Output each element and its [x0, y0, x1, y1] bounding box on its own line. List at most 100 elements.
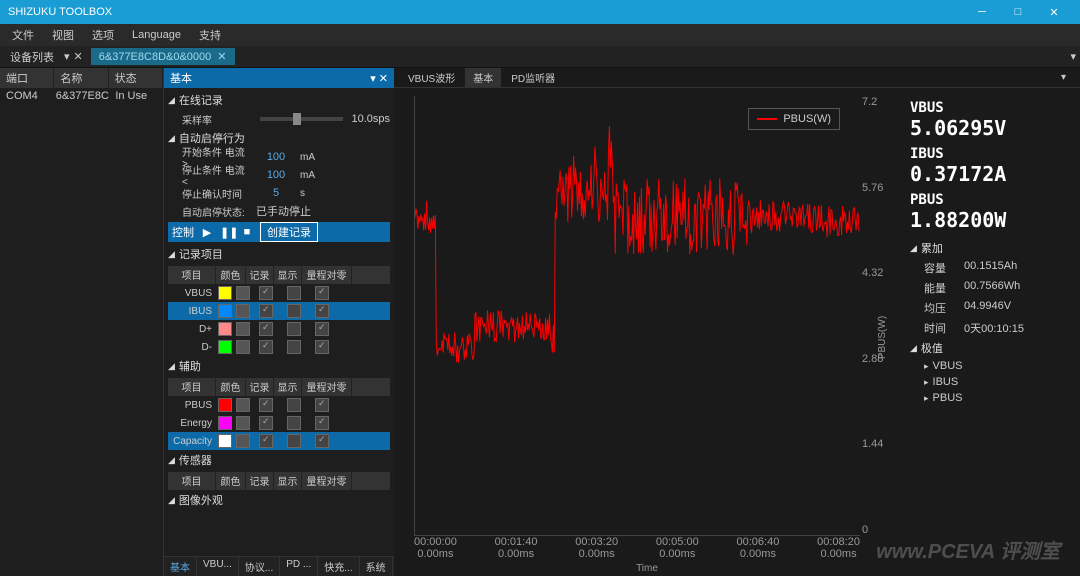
document-tab-label: 6&377E8C8D&0&0000: [99, 51, 212, 63]
tab-vbus-wave[interactable]: VBUS波形: [400, 68, 463, 87]
tab-vbus[interactable]: VBU...: [197, 557, 239, 576]
display-checkbox[interactable]: [287, 434, 301, 448]
tab-close-icon[interactable]: ✕: [217, 50, 226, 63]
section-record-items[interactable]: ◢记录项目: [168, 244, 390, 264]
display-checkbox[interactable]: [287, 398, 301, 412]
record-grid-header: 项目颜色记录显示量程对零: [168, 266, 390, 284]
display-checkbox[interactable]: [287, 340, 301, 354]
record-checkbox[interactable]: [259, 416, 273, 430]
play-icon[interactable]: ▶: [200, 226, 214, 239]
zero-checkbox[interactable]: [315, 286, 329, 300]
color-swatch[interactable]: [218, 322, 232, 336]
stop-icon[interactable]: ■: [240, 226, 254, 238]
pbus-label: PBUS: [910, 192, 1070, 208]
zero-checkbox[interactable]: [315, 304, 329, 318]
grid-row[interactable]: VBUS: [168, 284, 390, 302]
settings-icon[interactable]: ▾: [1070, 50, 1076, 63]
color-swatch[interactable]: [218, 304, 232, 318]
sample-rate-slider[interactable]: [260, 117, 343, 121]
color-swatch[interactable]: [218, 434, 232, 448]
display-checkbox[interactable]: [287, 322, 301, 336]
zero-checkbox[interactable]: [315, 322, 329, 336]
display-checkbox[interactable]: [287, 304, 301, 318]
confirm-time-input[interactable]: 5: [256, 187, 296, 199]
tab-pd[interactable]: PD ...: [280, 557, 318, 576]
grid-row[interactable]: D-: [168, 338, 390, 356]
device-sidebar: 端口 名称 状态 COM4 6&377E8C In Use: [0, 68, 164, 576]
zero-checkbox[interactable]: [315, 398, 329, 412]
ibus-value: 0.37172A: [910, 162, 1070, 186]
menu-language[interactable]: Language: [124, 27, 189, 43]
device-row[interactable]: COM4 6&377E8C In Use: [0, 88, 163, 108]
grid-row[interactable]: IBUS: [168, 302, 390, 320]
panel-dropdown[interactable]: 基本 ▾ ✕: [164, 68, 394, 88]
maximize-icon[interactable]: □: [1000, 6, 1036, 19]
section-accum[interactable]: ◢累加: [910, 238, 1070, 258]
record-checkbox[interactable]: [259, 304, 273, 318]
tab-fastcharge[interactable]: 快充...: [318, 557, 359, 576]
x-axis-label: Time: [636, 563, 658, 574]
chevron-down-icon: ▾ ✕: [370, 72, 388, 85]
grid-row[interactable]: Capacity: [168, 432, 390, 450]
color-swatch[interactable]: [218, 340, 232, 354]
extreme-pbus[interactable]: ▸PBUS: [910, 390, 1070, 406]
minimize-icon[interactable]: ─: [964, 6, 1000, 19]
display-checkbox[interactable]: [287, 416, 301, 430]
tab-basic-chart[interactable]: 基本: [465, 68, 501, 87]
device-list-label: 设备列表: [4, 47, 60, 67]
chart-tab-strip: VBUS波形 基本 PD监听器 ▾: [394, 68, 1080, 88]
grid-row[interactable]: PBUS: [168, 396, 390, 414]
record-checkbox[interactable]: [259, 286, 273, 300]
color-swatch[interactable]: [218, 398, 232, 412]
section-aux[interactable]: ◢辅助: [168, 356, 390, 376]
close-icon[interactable]: ✕: [1036, 6, 1072, 19]
chevron-down-icon[interactable]: ▾: [60, 50, 74, 63]
zero-checkbox[interactable]: [315, 434, 329, 448]
tab-system[interactable]: 系统: [360, 557, 393, 576]
pause-icon[interactable]: ❚❚: [220, 226, 234, 239]
avg-value: 04.9946V: [964, 300, 1011, 316]
time-value: 0天00:10:15: [964, 320, 1024, 336]
section-appearance[interactable]: ◢图像外观: [168, 490, 390, 510]
menu-options[interactable]: 选项: [84, 25, 122, 45]
create-record-button[interactable]: 创建记录: [260, 222, 318, 242]
chart-settings-icon[interactable]: ▾: [1053, 70, 1074, 85]
zero-checkbox[interactable]: [315, 416, 329, 430]
extreme-vbus[interactable]: ▸VBUS: [910, 358, 1070, 374]
grid-row[interactable]: Energy: [168, 414, 390, 432]
section-extremes[interactable]: ◢极值: [910, 338, 1070, 358]
tab-basic[interactable]: 基本: [164, 557, 197, 576]
color-swatch[interactable]: [218, 416, 232, 430]
ibus-label: IBUS: [910, 146, 1070, 162]
stop-cond-input[interactable]: 100: [256, 169, 296, 181]
zero-checkbox[interactable]: [315, 340, 329, 354]
section-online-record[interactable]: ◢在线记录: [168, 90, 390, 110]
y-axis-label: PBUS(W): [877, 316, 888, 359]
tab-protocol[interactable]: 协议...: [239, 557, 280, 576]
readout-panel: VBUS 5.06295V IBUS 0.37172A PBUS 1.88200…: [900, 88, 1080, 576]
x-axis: 00:00:000.00ms00:01:400.00ms00:03:200.00…: [414, 536, 860, 560]
record-checkbox[interactable]: [259, 398, 273, 412]
energy-value: 00.7566Wh: [964, 280, 1020, 296]
record-checkbox[interactable]: [259, 434, 273, 448]
settings-panel: 基本 ▾ ✕ ◢在线记录 采样率 10.0sps ◢自动启停行为 开始条件 电流…: [164, 68, 394, 576]
record-checkbox[interactable]: [259, 322, 273, 336]
display-checkbox[interactable]: [287, 286, 301, 300]
sample-rate-label: 采样率: [182, 112, 252, 127]
color-swatch[interactable]: [218, 286, 232, 300]
menu-support[interactable]: 支持: [191, 25, 229, 45]
tab-pd-monitor[interactable]: PD监听器: [503, 68, 563, 87]
menu-view[interactable]: 视图: [44, 25, 82, 45]
extreme-ibus[interactable]: ▸IBUS: [910, 374, 1070, 390]
close-panel-icon[interactable]: ✕: [74, 50, 83, 63]
menu-bar: 文件 视图 选项 Language 支持: [0, 24, 1080, 46]
start-cond-input[interactable]: 100: [256, 151, 296, 163]
device-table-header: 端口 名称 状态: [0, 68, 163, 88]
waveform-plot[interactable]: PBUS(W) 7.25.764.322.881.440 PBUS(W) 00:…: [394, 88, 900, 576]
record-checkbox[interactable]: [259, 340, 273, 354]
menu-file[interactable]: 文件: [4, 25, 42, 45]
section-sensor[interactable]: ◢传感器: [168, 450, 390, 470]
waveform-svg: [415, 96, 860, 535]
document-tab[interactable]: 6&377E8C8D&0&0000 ✕: [91, 48, 235, 65]
grid-row[interactable]: D+: [168, 320, 390, 338]
